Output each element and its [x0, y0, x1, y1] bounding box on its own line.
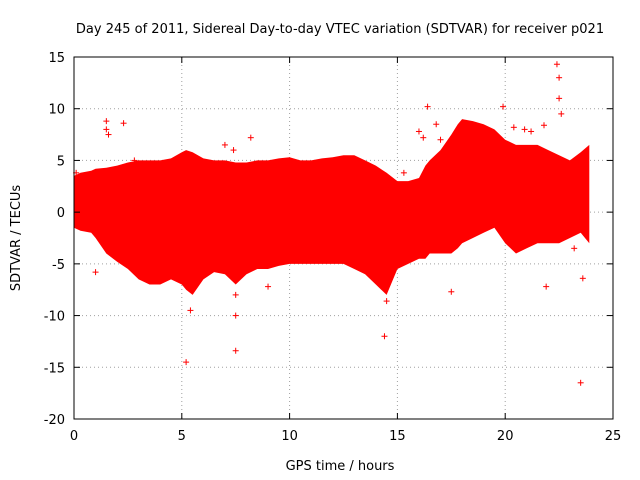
data-point	[553, 61, 560, 68]
data-point	[103, 118, 110, 125]
data-point	[420, 134, 427, 141]
y-tick-label: 10	[48, 103, 65, 118]
plot-border	[73, 56, 614, 420]
x-tick-label: 15	[389, 429, 406, 444]
data-point	[131, 157, 138, 164]
data-point	[120, 120, 127, 127]
data-point	[448, 288, 455, 295]
data-point	[571, 245, 578, 252]
data-point	[103, 126, 110, 133]
chart-title: Day 245 of 2011, Sidereal Day-to-day VTE…	[76, 22, 604, 37]
data-point	[232, 347, 239, 354]
data-point	[415, 128, 422, 135]
data-point	[221, 141, 228, 148]
data-point	[500, 103, 507, 110]
y-tick-label: 5	[57, 154, 65, 169]
data-point	[265, 283, 272, 290]
x-tick-label: 20	[497, 429, 514, 444]
y-tick-label: -20	[44, 413, 65, 428]
x-tick-label: 25	[605, 429, 622, 444]
data-point	[247, 134, 254, 141]
data-point	[437, 136, 444, 143]
data-point	[232, 291, 239, 298]
y-tick-label: -10	[44, 310, 65, 325]
data-point	[424, 103, 431, 110]
data-band	[74, 119, 590, 295]
y-axis-label: SDTVAR / TECUs	[9, 185, 24, 292]
x-tick-label: 10	[281, 429, 298, 444]
data-point	[187, 307, 194, 314]
data-point	[579, 275, 586, 282]
y-tick-label: -15	[44, 361, 65, 376]
data-point	[521, 126, 528, 133]
data-point	[105, 131, 112, 138]
data-point	[556, 95, 563, 102]
data-point	[510, 124, 517, 131]
data-point	[381, 333, 388, 340]
data-point	[541, 122, 548, 129]
data-point	[230, 147, 237, 154]
x-axis-label: GPS time / hours	[286, 459, 395, 474]
data-point	[400, 169, 407, 176]
data-point	[433, 121, 440, 128]
data-layer	[73, 61, 590, 386]
data-point	[383, 298, 390, 305]
data-point	[556, 74, 563, 81]
x-tick-label: 0	[70, 429, 78, 444]
y-tick-label: -5	[52, 258, 65, 273]
data-point	[183, 359, 190, 366]
data-point	[372, 167, 379, 174]
x-tick-label: 5	[178, 429, 186, 444]
y-tick-label: 15	[48, 51, 65, 66]
data-point	[558, 110, 565, 117]
axes: 0 5 10 15 20 25 -20 -15 -10 -5 0 5 10 15	[44, 51, 622, 444]
data-point	[232, 312, 239, 319]
data-point	[577, 379, 584, 386]
data-point	[528, 128, 535, 135]
data-point	[543, 283, 550, 290]
data-point	[92, 269, 99, 276]
y-tick-label: 0	[57, 206, 65, 221]
